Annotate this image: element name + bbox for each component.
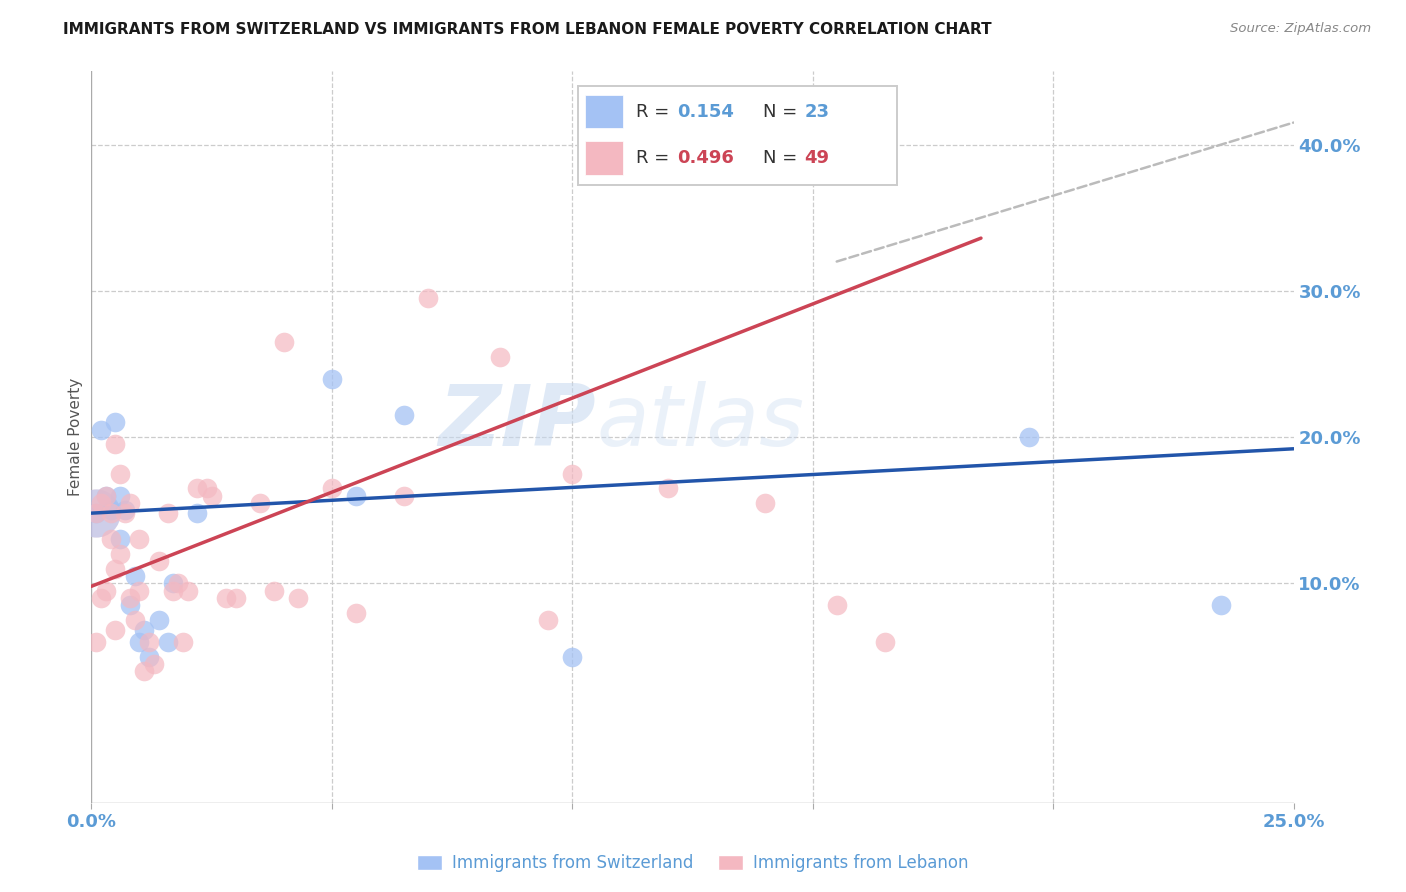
Point bbox=[104, 623, 127, 637]
Point bbox=[148, 554, 170, 568]
Point bbox=[128, 533, 150, 547]
Point bbox=[825, 599, 848, 613]
Point bbox=[138, 635, 160, 649]
Point bbox=[162, 583, 184, 598]
Point bbox=[90, 591, 112, 605]
Point bbox=[138, 649, 160, 664]
Point bbox=[128, 583, 150, 598]
Point bbox=[110, 547, 132, 561]
Point bbox=[287, 591, 309, 605]
Point bbox=[110, 467, 132, 481]
Point bbox=[321, 371, 343, 385]
Point bbox=[215, 591, 238, 605]
Point bbox=[110, 489, 132, 503]
Point bbox=[118, 496, 141, 510]
Point bbox=[84, 506, 107, 520]
Legend: Immigrants from Switzerland, Immigrants from Lebanon: Immigrants from Switzerland, Immigrants … bbox=[411, 847, 974, 879]
Point bbox=[263, 583, 285, 598]
Text: IMMIGRANTS FROM SWITZERLAND VS IMMIGRANTS FROM LEBANON FEMALE POVERTY CORRELATIO: IMMIGRANTS FROM SWITZERLAND VS IMMIGRANT… bbox=[63, 22, 991, 37]
Point bbox=[344, 606, 367, 620]
Point bbox=[128, 635, 150, 649]
Point bbox=[90, 496, 112, 510]
Point bbox=[186, 506, 208, 520]
Point bbox=[489, 350, 512, 364]
Text: ZIP: ZIP bbox=[439, 381, 596, 464]
Point bbox=[84, 506, 107, 520]
Point bbox=[225, 591, 247, 605]
Point bbox=[124, 613, 146, 627]
Point bbox=[657, 481, 679, 495]
Point bbox=[249, 496, 271, 510]
Point bbox=[90, 423, 112, 437]
Point bbox=[148, 613, 170, 627]
Point bbox=[114, 506, 136, 520]
Point bbox=[134, 623, 156, 637]
Point bbox=[321, 481, 343, 495]
Point bbox=[186, 481, 208, 495]
Point bbox=[118, 591, 141, 605]
Point bbox=[100, 506, 122, 520]
Point bbox=[344, 489, 367, 503]
Point bbox=[100, 533, 122, 547]
Point bbox=[561, 467, 583, 481]
Point bbox=[94, 583, 117, 598]
Point bbox=[754, 496, 776, 510]
Point bbox=[84, 635, 107, 649]
Point bbox=[84, 506, 107, 520]
Point bbox=[114, 503, 136, 517]
Point bbox=[94, 489, 117, 503]
Point bbox=[157, 635, 180, 649]
Text: atlas: atlas bbox=[596, 381, 804, 464]
Point bbox=[162, 576, 184, 591]
Point bbox=[104, 437, 127, 451]
Point bbox=[537, 613, 560, 627]
Point bbox=[392, 408, 415, 422]
Point bbox=[201, 489, 224, 503]
Point bbox=[124, 569, 146, 583]
Point bbox=[561, 649, 583, 664]
Point bbox=[84, 506, 107, 520]
Point bbox=[110, 533, 132, 547]
Point bbox=[609, 167, 631, 181]
Point bbox=[104, 562, 127, 576]
Point bbox=[1018, 430, 1040, 444]
Point bbox=[273, 334, 295, 349]
Point bbox=[176, 583, 198, 598]
Y-axis label: Female Poverty: Female Poverty bbox=[67, 378, 83, 496]
Point bbox=[1211, 599, 1233, 613]
Point bbox=[157, 506, 180, 520]
Point bbox=[94, 489, 117, 503]
Point bbox=[873, 635, 896, 649]
Point bbox=[134, 664, 156, 678]
Point bbox=[195, 481, 218, 495]
Point bbox=[104, 416, 127, 430]
Point bbox=[167, 576, 190, 591]
Point bbox=[100, 503, 122, 517]
Point bbox=[392, 489, 415, 503]
Point bbox=[142, 657, 165, 671]
Text: Source: ZipAtlas.com: Source: ZipAtlas.com bbox=[1230, 22, 1371, 36]
Point bbox=[118, 599, 141, 613]
Point bbox=[416, 291, 439, 305]
Point bbox=[172, 635, 194, 649]
